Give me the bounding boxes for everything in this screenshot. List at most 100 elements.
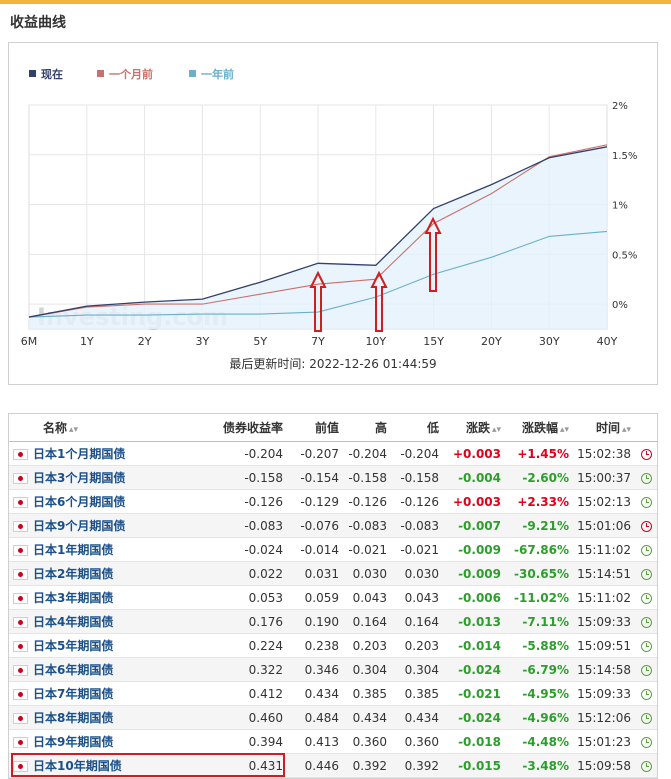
yield-cell: 0.431 bbox=[191, 753, 287, 778]
change-cell: -0.009 bbox=[443, 537, 505, 562]
x-tick-label: 10Y bbox=[365, 335, 386, 348]
japan-flag-icon bbox=[9, 633, 31, 658]
table-row[interactable]: 日本6个月期国债 -0.126 -0.129 -0.126 -0.126 +0.003 +2… bbox=[9, 489, 657, 514]
table-row[interactable]: 日本9个月期国债 -0.083 -0.076 -0.083 -0.083 -0.007 -9… bbox=[9, 513, 657, 538]
high-cell: 0.392 bbox=[343, 753, 391, 778]
table-row[interactable]: 日本10年期国债 0.431 0.446 0.392 0.392 -0.015 -3.48%… bbox=[9, 753, 657, 778]
header-change-pct[interactable]: 涨跌幅 ▴▾ bbox=[505, 414, 573, 442]
japan-flag-icon bbox=[9, 537, 31, 562]
table-row[interactable]: 日本6年期国债 0.322 0.346 0.304 0.304 -0.024 -6.79% 1… bbox=[9, 657, 657, 682]
change-cell: -0.009 bbox=[443, 561, 505, 586]
x-tick-label: 40Y bbox=[597, 335, 618, 348]
table-row[interactable]: 日本1年期国债 -0.024 -0.014 -0.021 -0.021 -0.009 -67… bbox=[9, 537, 657, 562]
bond-name-link[interactable]: 日本1年期国债 bbox=[31, 537, 191, 562]
bond-name-link[interactable]: 日本3个月期国债 bbox=[31, 465, 191, 490]
change-cell: -0.004 bbox=[443, 465, 505, 490]
bond-name-link[interactable]: 日本6个月期国债 bbox=[31, 489, 191, 514]
japan-flag-icon bbox=[9, 729, 31, 754]
header-yield[interactable]: 债券收益率 bbox=[191, 414, 287, 442]
change-cell: -0.014 bbox=[443, 633, 505, 658]
header-prev[interactable]: 前值 bbox=[287, 414, 343, 442]
bond-table: 名称 ▴▾ 债券收益率 前值 高 低 涨跌 ▴▾ 涨跌幅 ▴▾ 时间 ▴▾ 日本1个月期… bbox=[9, 414, 657, 778]
table-row[interactable]: 日本5年期国债 0.224 0.238 0.203 0.203 -0.014 -5.88% 1… bbox=[9, 633, 657, 658]
low-cell: 0.434 bbox=[391, 705, 443, 730]
change-cell: -0.013 bbox=[443, 609, 505, 634]
clock-icon bbox=[635, 537, 657, 562]
x-tick-label: 3Y bbox=[196, 335, 210, 348]
prev-cell: -0.129 bbox=[287, 489, 343, 514]
low-cell: -0.204 bbox=[391, 441, 443, 466]
table-row[interactable]: 日本3个月期国债 -0.158 -0.154 -0.158 -0.158 -0.004 -2… bbox=[9, 465, 657, 490]
x-tick-label: 1Y bbox=[80, 335, 94, 348]
time-cell: 15:02:13 bbox=[573, 489, 635, 514]
table-row[interactable]: 日本8年期国债 0.460 0.484 0.434 0.434 -0.024 -4.96% 1… bbox=[9, 705, 657, 730]
change-pct-cell: +2.33% bbox=[505, 489, 573, 514]
bond-name-link[interactable]: 日本9年期国债 bbox=[31, 729, 191, 754]
time-cell: 15:01:06 bbox=[573, 513, 635, 538]
prev-cell: 0.190 bbox=[287, 609, 343, 634]
change-cell: +0.003 bbox=[443, 489, 505, 514]
change-pct-cell: -5.88% bbox=[505, 633, 573, 658]
clock-icon bbox=[635, 489, 657, 514]
header-time[interactable]: 时间 ▴▾ bbox=[573, 414, 635, 442]
low-cell: -0.021 bbox=[391, 537, 443, 562]
header-high[interactable]: 高 bbox=[343, 414, 391, 442]
y-tick-label: 1% bbox=[612, 201, 628, 212]
japan-flag-icon bbox=[9, 705, 31, 730]
high-cell: -0.204 bbox=[343, 441, 391, 466]
header-name[interactable]: 名称 ▴▾ bbox=[9, 414, 191, 442]
prev-cell: 0.031 bbox=[287, 561, 343, 586]
series-line-month bbox=[28, 144, 608, 318]
bond-name-link[interactable]: 日本10年期国债 bbox=[31, 753, 191, 778]
bond-table-container: 名称 ▴▾ 债券收益率 前值 高 低 涨跌 ▴▾ 涨跌幅 ▴▾ 时间 ▴▾ 日本1个月期… bbox=[8, 413, 658, 779]
annotation-arrow-10y bbox=[370, 270, 388, 332]
low-cell: -0.126 bbox=[391, 489, 443, 514]
time-cell: 15:00:37 bbox=[573, 465, 635, 490]
change-pct-cell: -4.96% bbox=[505, 705, 573, 730]
high-cell: 0.043 bbox=[343, 585, 391, 610]
sort-icon: ▴▾ bbox=[69, 425, 79, 435]
time-cell: 15:14:51 bbox=[573, 561, 635, 586]
low-cell: 0.304 bbox=[391, 657, 443, 682]
high-cell: 0.304 bbox=[343, 657, 391, 682]
header-spacer bbox=[635, 414, 657, 442]
y-tick-label: 2% bbox=[612, 101, 628, 112]
table-row[interactable]: 日本3年期国债 0.053 0.059 0.043 0.043 -0.006 -11.02%… bbox=[9, 585, 657, 610]
header-low[interactable]: 低 bbox=[391, 414, 443, 442]
japan-flag-icon bbox=[9, 681, 31, 706]
table-row[interactable]: 日本1个月期国债 -0.204 -0.207 -0.204 -0.204 +0.003 +1… bbox=[9, 441, 657, 466]
table-row[interactable]: 日本4年期国债 0.176 0.190 0.164 0.164 -0.013 -7.11% 1… bbox=[9, 609, 657, 634]
clock-icon bbox=[635, 465, 657, 490]
header-change[interactable]: 涨跌 ▴▾ bbox=[443, 414, 505, 442]
time-cell: 15:09:58 bbox=[573, 753, 635, 778]
bond-name-link[interactable]: 日本1个月期国债 bbox=[31, 441, 191, 466]
legend-label: 一年前 bbox=[201, 67, 234, 81]
yield-cell: -0.083 bbox=[191, 513, 287, 538]
bond-name-link[interactable]: 日本9个月期国债 bbox=[31, 513, 191, 538]
yield-cell: -0.158 bbox=[191, 465, 287, 490]
change-cell: -0.007 bbox=[443, 513, 505, 538]
high-cell: 0.030 bbox=[343, 561, 391, 586]
bond-name-link[interactable]: 日本8年期国债 bbox=[31, 705, 191, 730]
bond-name-link[interactable]: 日本2年期国债 bbox=[31, 561, 191, 586]
yield-cell: 0.224 bbox=[191, 633, 287, 658]
table-row[interactable]: 日本9年期国债 0.394 0.413 0.360 0.360 -0.018 -4.48% 1… bbox=[9, 729, 657, 754]
high-cell: -0.126 bbox=[343, 489, 391, 514]
prev-cell: 0.484 bbox=[287, 705, 343, 730]
japan-flag-icon bbox=[9, 489, 31, 514]
bond-name-link[interactable]: 日本3年期国债 bbox=[31, 585, 191, 610]
table-header-row: 名称 ▴▾ 债券收益率 前值 高 低 涨跌 ▴▾ 涨跌幅 ▴▾ 时间 ▴▾ bbox=[9, 414, 657, 442]
table-row[interactable]: 日本7年期国债 0.412 0.434 0.385 0.385 -0.021 -4.95% 1… bbox=[9, 681, 657, 706]
bond-name-link[interactable]: 日本4年期国债 bbox=[31, 609, 191, 634]
japan-flag-icon bbox=[9, 753, 31, 778]
bond-name-link[interactable]: 日本6年期国债 bbox=[31, 657, 191, 682]
prev-cell: -0.076 bbox=[287, 513, 343, 538]
japan-flag-icon bbox=[9, 441, 31, 466]
bond-name-link[interactable]: 日本5年期国债 bbox=[31, 633, 191, 658]
chart-svg: 2%1.5%1%0.5%0%Investing.com6M1Y2Y3Y5Y7Y1… bbox=[21, 67, 638, 348]
bond-name-link[interactable]: 日本7年期国债 bbox=[31, 681, 191, 706]
clock-icon bbox=[635, 729, 657, 754]
time-cell: 15:01:23 bbox=[573, 729, 635, 754]
yield-cell: 0.460 bbox=[191, 705, 287, 730]
table-row[interactable]: 日本2年期国债 0.022 0.031 0.030 0.030 -0.009 -30.65%… bbox=[9, 561, 657, 586]
